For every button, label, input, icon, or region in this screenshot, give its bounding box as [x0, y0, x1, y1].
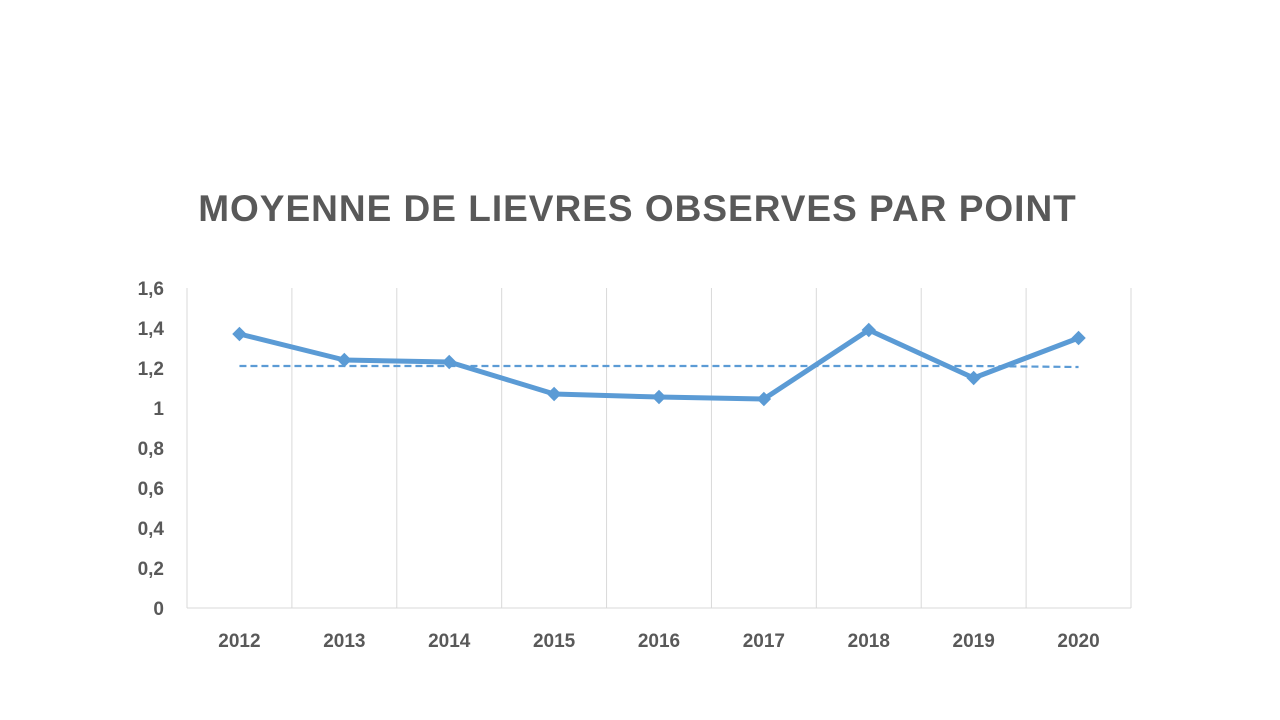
trendline [239, 364, 1079, 369]
x-tick-label: 2014 [428, 631, 471, 652]
data-point-marker [232, 326, 247, 342]
data-point-marker [756, 391, 772, 407]
y-tick-label: 1,4 [138, 319, 165, 340]
data-point-marker [966, 370, 981, 386]
data-point-marker [546, 386, 562, 402]
y-tick-label: 0,4 [138, 519, 165, 540]
y-tick-label: 1,2 [138, 359, 164, 380]
series-layer [236, 327, 1082, 402]
data-point-marker [337, 352, 352, 368]
x-tick-label: 2019 [953, 631, 995, 652]
x-tick-label: 2020 [1057, 631, 1099, 652]
x-tick-label: 2015 [533, 631, 576, 652]
x-tick-label: 2018 [848, 631, 890, 652]
y-tick-label: 0,6 [138, 479, 164, 500]
y-tick-label: 1 [153, 399, 164, 420]
x-tick-label: 2016 [638, 631, 680, 652]
data-point-marker [651, 389, 667, 405]
series-line [236, 327, 1082, 402]
x-tick-label: 2017 [743, 631, 785, 652]
marker-layer [232, 322, 1086, 407]
trend-layer [239, 364, 1079, 369]
x-tick-labels: 2012 2013 2014 2015 2016 2017 2018 2019 2020 [218, 631, 1099, 652]
data-point-marker [861, 322, 876, 338]
chart-title: MOYENNE DE LIEVRES OBSERVES PAR POINT [198, 188, 1077, 229]
y-tick-labels: 0 0,2 0,4 0,6 0,8 1 1,2 1,4 1,6 [138, 279, 165, 620]
y-tick-label: 0,8 [138, 439, 164, 460]
y-tick-label: 1,6 [138, 279, 164, 300]
x-tick-label: 2012 [218, 631, 260, 652]
grid-layer [186, 288, 1132, 608]
x-tick-label: 2013 [323, 631, 365, 652]
y-tick-label: 0,2 [138, 559, 164, 580]
data-point-marker [1071, 330, 1086, 346]
y-tick-label: 0 [153, 599, 164, 620]
data-point-marker [442, 354, 457, 370]
